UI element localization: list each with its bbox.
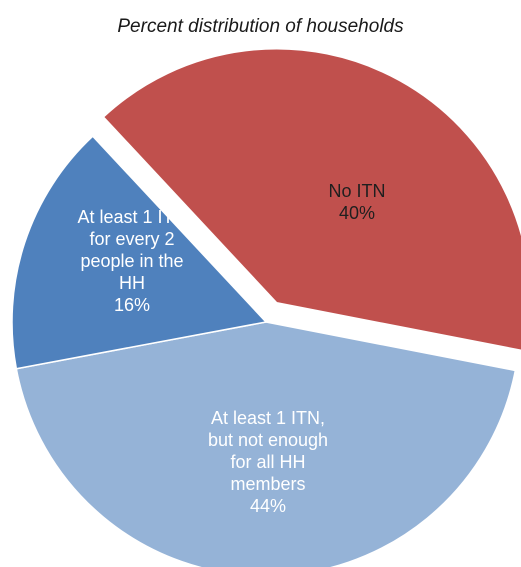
slice-label-line: 40% bbox=[339, 203, 375, 223]
pie-slice-3 bbox=[11, 135, 268, 370]
slice-label-line: members bbox=[230, 474, 305, 494]
chart-title: Percent distribution of households bbox=[117, 16, 404, 37]
slice-label-line: for all HH bbox=[230, 452, 305, 472]
pie-slice-1 bbox=[102, 48, 521, 352]
slice-label-line: 16% bbox=[114, 295, 150, 315]
pie-slice-2 bbox=[15, 321, 517, 567]
slice-label-3: At least 1 ITN for every 2 people in the HH… bbox=[77, 207, 186, 315]
slice-label-line: At least 1 ITN, bbox=[211, 408, 325, 428]
slice-label-2: At least 1 ITN, but not enough for all HH m… bbox=[208, 408, 328, 516]
slice-label-line: No ITN bbox=[328, 181, 385, 201]
slice-label-line: for every 2 bbox=[89, 229, 174, 249]
slice-label-1: No ITN 40% bbox=[328, 181, 385, 223]
slice-label-line: HH bbox=[119, 273, 145, 293]
slice-label-line: but not enough bbox=[208, 430, 328, 450]
slice-label-line: 44% bbox=[250, 496, 286, 516]
slice-label-line: people in the bbox=[80, 251, 183, 271]
slice-label-line: At least 1 ITN bbox=[77, 207, 186, 227]
